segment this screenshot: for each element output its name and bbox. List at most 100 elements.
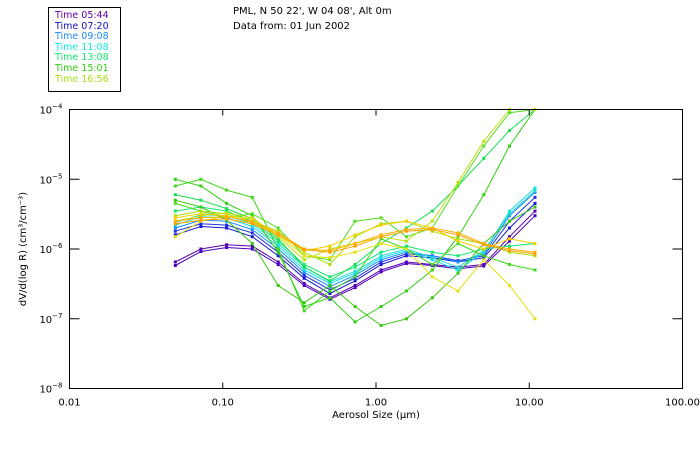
data-point bbox=[276, 254, 280, 258]
data-point bbox=[379, 254, 383, 258]
data-point bbox=[250, 222, 254, 226]
data-point bbox=[328, 263, 332, 266]
data-point bbox=[328, 249, 332, 253]
data-point bbox=[250, 228, 254, 232]
data-point bbox=[328, 284, 332, 287]
data-point bbox=[482, 252, 486, 256]
data-point bbox=[250, 217, 254, 221]
y-tick-base: 10 bbox=[39, 106, 52, 117]
data-point bbox=[379, 305, 383, 308]
data-point bbox=[199, 184, 203, 188]
y-tick-exponent: −5 bbox=[52, 172, 62, 180]
data-point bbox=[379, 250, 383, 254]
data-point bbox=[353, 265, 357, 269]
data-point bbox=[353, 269, 357, 273]
series-18 bbox=[173, 217, 537, 256]
data-point bbox=[404, 219, 408, 223]
data-point bbox=[250, 195, 254, 199]
x-tick-label: 10.00 bbox=[515, 398, 544, 409]
data-point bbox=[353, 244, 357, 248]
data-point bbox=[508, 250, 511, 254]
data-point bbox=[379, 324, 383, 327]
data-point bbox=[379, 263, 383, 266]
y-tick-base: 10 bbox=[39, 315, 52, 326]
data-point bbox=[302, 276, 306, 280]
data-point bbox=[302, 282, 306, 285]
data-point bbox=[276, 239, 280, 243]
data-point bbox=[199, 198, 203, 202]
data-point bbox=[404, 250, 408, 254]
x-tick-label: 1.00 bbox=[365, 398, 387, 409]
data-point bbox=[404, 254, 408, 258]
data-point bbox=[225, 201, 229, 205]
data-point bbox=[533, 250, 537, 254]
series-14 bbox=[173, 108, 537, 262]
data-point bbox=[225, 243, 229, 247]
y-tick-base: 10 bbox=[39, 175, 52, 186]
data-point bbox=[328, 296, 332, 300]
data-point bbox=[533, 205, 537, 209]
x-tick-label: 0.01 bbox=[58, 398, 80, 409]
data-point bbox=[173, 214, 177, 218]
data-point bbox=[508, 263, 511, 266]
legend-item: Time 13:08 bbox=[55, 52, 109, 64]
data-point bbox=[173, 264, 177, 267]
data-point bbox=[456, 231, 460, 235]
x-axis: 0.01 0.10 1.00 10.00 100.00 bbox=[58, 109, 700, 409]
data-point bbox=[302, 263, 306, 266]
data-point bbox=[353, 250, 357, 254]
data-point bbox=[225, 246, 229, 249]
data-point bbox=[533, 195, 537, 199]
data-point bbox=[508, 219, 511, 223]
data-point bbox=[199, 225, 203, 228]
data-point bbox=[379, 256, 383, 260]
data-point bbox=[404, 228, 408, 232]
data-point bbox=[456, 268, 460, 272]
series-layer bbox=[173, 108, 537, 327]
data-point bbox=[302, 248, 306, 252]
data-point bbox=[250, 247, 254, 251]
data-point bbox=[276, 231, 280, 235]
data-point bbox=[353, 286, 357, 290]
data-point bbox=[353, 279, 357, 283]
data-point bbox=[508, 144, 511, 148]
data-point bbox=[276, 260, 280, 264]
data-point bbox=[225, 209, 229, 213]
data-point bbox=[173, 198, 177, 202]
data-point bbox=[353, 271, 357, 275]
data-point bbox=[430, 250, 434, 254]
data-point bbox=[276, 229, 280, 233]
data-point bbox=[456, 233, 460, 237]
series-11 bbox=[173, 108, 537, 262]
data-point bbox=[199, 212, 203, 216]
data-point bbox=[533, 254, 537, 258]
data-point bbox=[302, 271, 306, 274]
data-point bbox=[276, 235, 280, 239]
data-point bbox=[533, 201, 537, 205]
y-tick-base: 10 bbox=[39, 245, 52, 256]
data-point bbox=[276, 226, 280, 230]
data-point bbox=[456, 235, 460, 239]
data-point bbox=[173, 235, 177, 239]
data-point bbox=[302, 258, 306, 262]
data-point bbox=[353, 305, 357, 308]
data-point bbox=[482, 156, 486, 160]
data-point bbox=[456, 289, 460, 293]
data-point bbox=[225, 207, 229, 211]
data-point bbox=[430, 209, 434, 213]
data-point bbox=[404, 252, 408, 256]
data-point bbox=[430, 229, 434, 233]
x-axis-title: Aerosol Size (µm) bbox=[332, 410, 420, 421]
data-point bbox=[508, 209, 511, 213]
data-point bbox=[276, 284, 280, 287]
data-point bbox=[250, 231, 254, 235]
data-point bbox=[173, 184, 177, 188]
data-point bbox=[199, 247, 203, 251]
data-point bbox=[173, 233, 177, 237]
data-point bbox=[482, 256, 486, 260]
data-point bbox=[456, 265, 460, 269]
series-10 bbox=[173, 177, 537, 313]
data-point bbox=[430, 263, 434, 266]
data-point bbox=[250, 219, 254, 223]
data-point bbox=[456, 237, 460, 241]
